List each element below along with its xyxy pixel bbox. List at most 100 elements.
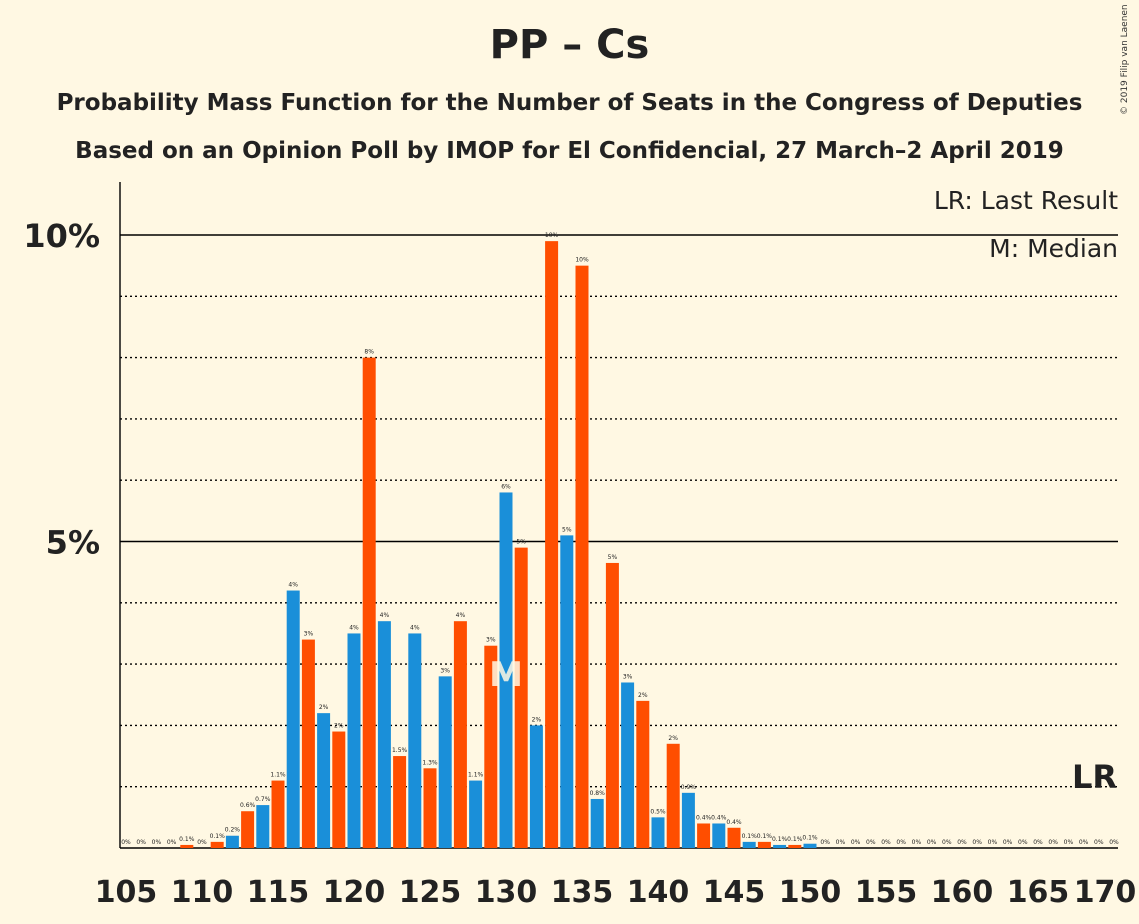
x-tick-label: 140 <box>627 875 690 910</box>
x-tick-label: 170 <box>1074 875 1137 910</box>
bar <box>423 768 437 848</box>
bar <box>575 265 589 848</box>
data-label: 0% <box>851 839 861 846</box>
data-label: 0% <box>957 839 967 846</box>
chart-subtitle-2: Based on an Opinion Poll by IMOP for El … <box>75 138 1064 164</box>
bar <box>469 780 483 848</box>
data-label: 0% <box>197 839 207 846</box>
data-label: 0% <box>820 839 830 846</box>
data-label: 0% <box>1003 839 1013 846</box>
bar <box>621 682 635 848</box>
data-label: 0% <box>1033 839 1043 846</box>
data-label: 0.1% <box>772 836 788 843</box>
bar <box>408 633 422 848</box>
x-tick-label: 145 <box>703 875 766 910</box>
data-label: 0% <box>836 839 846 846</box>
bar <box>529 725 543 848</box>
data-label: 0% <box>942 839 952 846</box>
bar <box>727 827 741 848</box>
bar <box>286 590 300 848</box>
data-label: 0% <box>881 839 891 846</box>
bar <box>317 713 331 848</box>
data-label: 1.3% <box>422 759 438 766</box>
bar <box>301 639 315 848</box>
data-label: 0.4% <box>726 819 742 826</box>
data-label: 0% <box>1048 839 1058 846</box>
bar <box>362 357 376 848</box>
data-label: 8% <box>364 349 374 356</box>
data-label: 0.2% <box>225 827 241 834</box>
data-label: 4% <box>288 582 298 589</box>
bar <box>499 492 513 848</box>
data-label: 0% <box>121 839 131 846</box>
data-label: 0.5% <box>650 808 666 815</box>
bar <box>681 792 695 848</box>
data-label: 0% <box>988 839 998 846</box>
bar <box>651 817 665 848</box>
bar <box>757 841 771 848</box>
bar <box>636 700 650 848</box>
data-label: 1.5% <box>392 747 408 754</box>
x-tick-label: 165 <box>1007 875 1070 910</box>
bar <box>514 547 528 848</box>
data-label: 0% <box>866 839 876 846</box>
data-label: 5% <box>562 526 572 533</box>
legend-median: M: Median <box>989 234 1118 263</box>
bar <box>438 676 452 848</box>
y-tick-label: 10% <box>23 217 100 255</box>
data-label: 10% <box>575 257 589 264</box>
data-label: 4% <box>410 624 420 631</box>
data-label: 0% <box>927 839 937 846</box>
data-label: 0.4% <box>696 814 712 821</box>
legend-last-result: LR: Last Result <box>934 186 1118 215</box>
bar <box>590 798 604 848</box>
data-label: 2% <box>638 692 648 699</box>
data-label: 3% <box>304 631 314 638</box>
x-tick-label: 125 <box>399 875 462 910</box>
bar <box>712 823 726 848</box>
data-label: 0.1% <box>742 833 758 840</box>
data-label: 3% <box>486 637 496 644</box>
data-label: 4% <box>380 612 390 619</box>
data-label: 0.4% <box>711 814 727 821</box>
data-label: 0.1% <box>802 835 818 842</box>
data-label: 0.9% <box>681 784 697 791</box>
x-tick-label: 110 <box>171 875 234 910</box>
data-label: 2% <box>334 723 344 730</box>
x-tick-label: 150 <box>779 875 842 910</box>
bar <box>560 535 574 848</box>
data-label: 0.1% <box>179 836 195 843</box>
bar <box>788 844 802 848</box>
data-label: 0% <box>912 839 922 846</box>
bar <box>347 633 361 848</box>
data-label: 3% <box>623 673 633 680</box>
data-label: 4% <box>349 624 359 631</box>
data-label: 0.1% <box>787 836 803 843</box>
data-label: 0% <box>972 839 982 846</box>
data-label: 6% <box>501 483 511 490</box>
median-marker: M <box>489 655 523 695</box>
x-tick-label: 130 <box>475 875 538 910</box>
data-label: 0.1% <box>757 833 773 840</box>
bar <box>453 621 467 848</box>
data-label: 3% <box>440 667 450 674</box>
x-tick-label: 155 <box>855 875 918 910</box>
data-label: 0% <box>1064 839 1074 846</box>
bar <box>697 823 711 848</box>
data-label: 10% <box>545 232 559 239</box>
chart-subtitle-1: Probability Mass Function for the Number… <box>56 90 1083 116</box>
bar <box>256 805 270 848</box>
data-label: 0% <box>152 839 162 846</box>
data-label: 2% <box>532 716 542 723</box>
data-label: 5% <box>516 539 526 546</box>
data-label: 0% <box>1018 839 1028 846</box>
x-tick-label: 105 <box>95 875 158 910</box>
x-tick-label: 120 <box>323 875 386 910</box>
data-label: 0% <box>167 839 177 846</box>
bar <box>666 743 680 848</box>
data-label: 5% <box>608 554 618 561</box>
bar <box>271 780 285 848</box>
chart-title: PP – Cs <box>489 22 650 68</box>
bar <box>484 645 498 848</box>
